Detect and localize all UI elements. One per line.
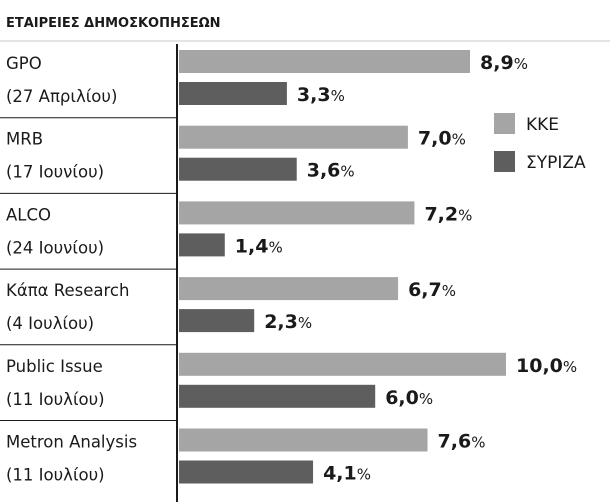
bar-kke — [179, 352, 506, 376]
bar-value-label: 8,9% — [480, 52, 528, 74]
category-date: (4 Ιουλίου) — [6, 314, 94, 333]
legend-label-kke: ΚΚΕ — [526, 115, 559, 135]
bar-value-label: 4,1% — [323, 463, 371, 485]
chart-title: ΕΤΑΙΡΕΙΕΣ ΔΗΜΟΣΚΟΠΗΣΕΩΝ — [6, 16, 221, 31]
category-date: (27 Απριλίου) — [6, 87, 117, 106]
bar-value-label: 7,2% — [424, 203, 472, 225]
category-date: (11 Ιουλίου) — [6, 466, 105, 485]
legend-label-syriza: ΣΥΡΙΖΑ — [526, 153, 586, 173]
bar-kke — [179, 277, 399, 301]
bar-value-label: 1,4% — [235, 235, 283, 257]
value-percent-sign: % — [419, 390, 433, 408]
value-number: 2,3 — [264, 311, 298, 333]
value-percent-sign: % — [514, 55, 528, 73]
category-name: GPO — [6, 54, 42, 73]
bar-syriza — [179, 82, 287, 105]
legend: ΚΚΕ ΣΥΡΙΖΑ — [494, 113, 586, 173]
legend-swatch-kke — [494, 113, 515, 134]
value-number: 10,0 — [516, 355, 563, 377]
bar-value-label: 6,0% — [385, 387, 433, 409]
value-number: 7,0 — [418, 128, 452, 150]
category-name: Public Issue — [6, 357, 103, 376]
bar-syriza — [179, 460, 314, 484]
value-number: 4,1 — [323, 463, 357, 485]
value-number: 3,3 — [297, 84, 331, 106]
value-number: 6,7 — [408, 279, 442, 301]
category-date: (11 Ιουλίου) — [6, 390, 105, 409]
bar-value-label: 3,6% — [307, 160, 355, 182]
value-number: 7,2 — [424, 203, 458, 225]
bar-syriza — [179, 233, 225, 257]
bar-value-label: 10,0% — [516, 355, 577, 377]
value-percent-sign: % — [563, 358, 577, 376]
category-date: (24 Ιουνίου) — [6, 238, 104, 257]
bar-value-label: 3,3% — [297, 84, 345, 106]
bar-syriza — [179, 157, 297, 181]
value-number: 1,4 — [235, 235, 269, 257]
value-percent-sign: % — [471, 434, 485, 452]
bar-value-label: 7,6% — [438, 431, 486, 453]
category-name: ALCO — [6, 205, 51, 224]
category-date: (17 Ιουνίου) — [6, 163, 104, 182]
value-percent-sign: % — [331, 87, 345, 105]
bar-value-label: 7,0% — [418, 128, 466, 150]
category-name: Metron Analysis — [6, 433, 137, 452]
value-number: 8,9 — [480, 52, 514, 74]
value-number: 7,6 — [438, 431, 472, 453]
value-percent-sign: % — [340, 163, 354, 181]
chart-rows: GPO(27 Απριλίου)8,9%3,3%MRB(17 Ιουνίου)7… — [0, 50, 577, 485]
bar-kke — [179, 201, 415, 225]
bar-value-label: 2,3% — [264, 311, 312, 333]
category-name: MRB — [6, 130, 43, 149]
value-number: 6,0 — [385, 387, 419, 409]
bar-syriza — [179, 384, 376, 408]
value-percent-sign: % — [458, 206, 472, 224]
bar-kke — [179, 50, 471, 73]
bar-kke — [179, 125, 408, 149]
bar-syriza — [179, 309, 255, 333]
bar-kke — [179, 428, 428, 452]
value-percent-sign: % — [442, 282, 456, 300]
value-percent-sign: % — [357, 466, 371, 484]
bar-value-label: 6,7% — [408, 279, 456, 301]
value-percent-sign: % — [268, 238, 282, 256]
category-name: Κάπα Research — [6, 281, 129, 300]
legend-swatch-syriza — [494, 151, 515, 172]
value-percent-sign: % — [298, 314, 312, 332]
value-number: 3,6 — [307, 160, 341, 182]
value-percent-sign: % — [452, 131, 466, 149]
